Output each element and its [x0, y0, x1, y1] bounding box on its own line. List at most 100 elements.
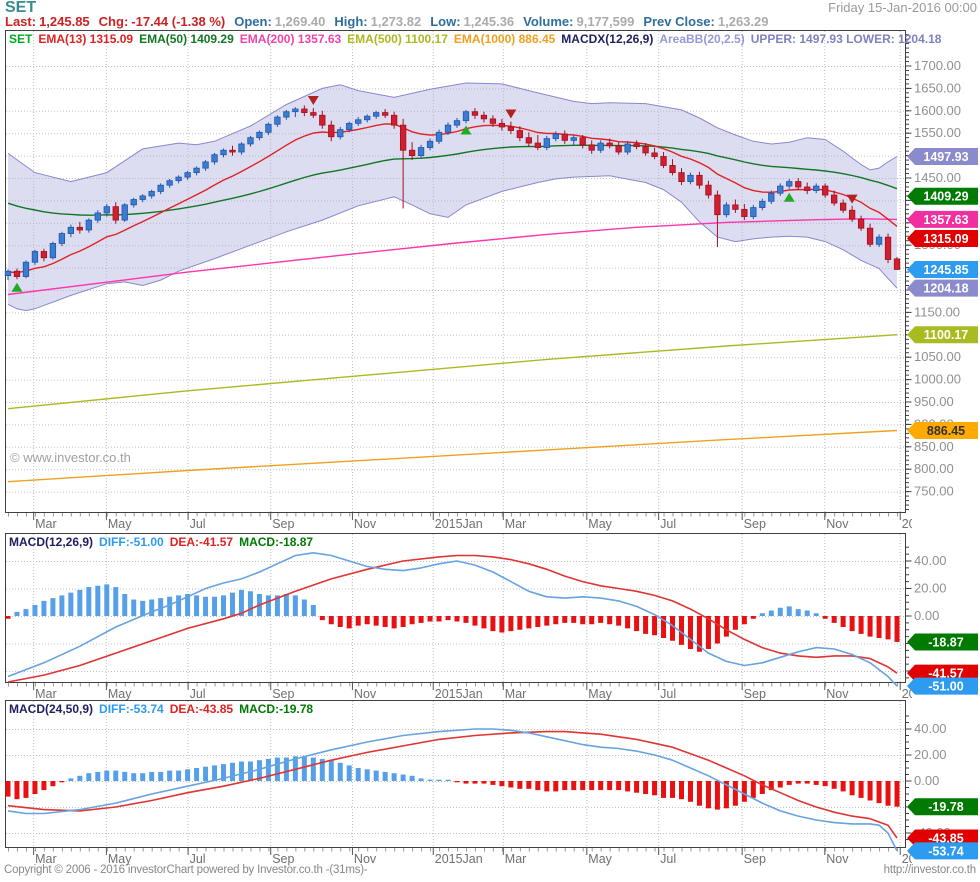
- x-axis-label: 2015Jan: [435, 852, 483, 866]
- stat-label: Last:: [5, 14, 37, 29]
- axis-tick-label: 1550.00: [914, 125, 961, 140]
- price-badge: [907, 148, 978, 166]
- macd-hist-bar: [50, 781, 56, 787]
- price-badge-label: 886.45: [927, 424, 965, 438]
- ema1000-line: [7, 429, 898, 483]
- macd-hist-bar: [831, 616, 837, 623]
- x-axis-label: May: [588, 687, 612, 701]
- macd-hist-bar: [5, 781, 11, 797]
- macd-hist-bar: [786, 781, 792, 785]
- macd-hist-bar: [508, 781, 514, 788]
- macd-hist-bar: [391, 773, 397, 781]
- macd-hist-bar: [23, 781, 29, 798]
- macd-hist-bar: [580, 781, 586, 791]
- macd-hist-bar: [364, 616, 370, 625]
- macd-hist-bar: [526, 781, 532, 789]
- macd-hist-bar: [499, 616, 505, 633]
- x-axis-label: 2016: [902, 687, 912, 701]
- candle-body: [85, 219, 92, 231]
- legend-item: DIFF:-53.74: [99, 702, 164, 716]
- macd-hist-bar: [849, 781, 855, 796]
- x-axis-label: Sep: [744, 687, 766, 701]
- bollinger-upper-line: [7, 82, 898, 183]
- macd-hist-bar: [176, 770, 182, 781]
- x-axis-label: Mar: [35, 852, 57, 866]
- axis-tick-label: 1450.00: [914, 170, 961, 185]
- candle-body: [507, 126, 515, 131]
- price-badge: [907, 229, 978, 247]
- macd-hist-bar: [463, 616, 469, 623]
- candle-body: [346, 122, 353, 131]
- macd-hist-bar: [840, 781, 846, 792]
- macd-hist-bar: [176, 595, 182, 616]
- candle-body: [94, 212, 101, 221]
- macd-hist-bar: [158, 771, 164, 781]
- macd-hist-bar: [858, 781, 864, 798]
- price-badge-label: 1357.63: [923, 213, 968, 227]
- candle-body: [786, 181, 793, 187]
- x-axis-label: Mar: [35, 517, 57, 531]
- macd-hist-bar: [544, 781, 550, 792]
- candle-body: [723, 204, 730, 216]
- macd-hist-bar: [167, 770, 173, 781]
- candle-body: [839, 202, 847, 211]
- candle-body: [453, 120, 461, 126]
- macd-hist-bar: [14, 781, 20, 800]
- candle-body: [31, 251, 39, 263]
- macd-hist-bar: [23, 609, 29, 616]
- candle-body: [804, 186, 811, 191]
- macd-hist-bar: [741, 616, 747, 625]
- macd-hist-bar: [750, 616, 756, 619]
- macd-hist-bar: [562, 781, 568, 791]
- macd-hist-bar: [418, 778, 424, 781]
- x-axis-label: Jul: [660, 687, 676, 701]
- candle-body: [364, 115, 371, 121]
- candle-body: [283, 111, 290, 118]
- axis-tick-label: 750.00: [914, 484, 954, 499]
- candle-body: [399, 124, 407, 151]
- macd-hist-bar: [607, 616, 613, 625]
- macd-hist-bar: [625, 616, 631, 629]
- candle-body: [516, 130, 524, 139]
- legend-item: UPPER: 1497.93 LOWER: 1204.18: [750, 32, 942, 46]
- macd-hist-bar: [185, 594, 191, 616]
- macd-hist-bar: [553, 616, 559, 625]
- macd-hist-bar: [768, 781, 774, 791]
- macd-hist-bar: [580, 616, 586, 625]
- macd-hist-bar: [670, 616, 676, 641]
- candle-body: [660, 156, 667, 166]
- candle-body: [741, 208, 748, 217]
- macd-hist-bar: [230, 762, 235, 781]
- legend-item: MACD:-18.87: [239, 535, 314, 549]
- macd-hist-bar: [391, 616, 397, 629]
- price-badge-label: 1497.93: [923, 150, 968, 164]
- macd-hist-bar: [140, 600, 146, 616]
- candle-body: [732, 204, 739, 210]
- candle-body: [4, 270, 12, 277]
- macd-hist-bar: [95, 585, 101, 616]
- candle-body: [67, 226, 75, 234]
- candle-body: [857, 218, 865, 229]
- macd-hist-bar: [786, 606, 792, 616]
- candle-body: [687, 174, 694, 182]
- stat-label: High:: [334, 14, 368, 29]
- candle-body: [705, 184, 712, 196]
- macd-hist-bar: [777, 607, 783, 616]
- candle-body: [184, 172, 191, 178]
- price-badge: [907, 664, 978, 682]
- price-badge-label: 1245.85: [923, 263, 968, 277]
- price-badge: [907, 279, 978, 297]
- macd-hist-bar: [813, 781, 819, 785]
- legend-item: EMA(200) 1357.63: [239, 32, 342, 46]
- candle-body: [848, 209, 856, 220]
- macd-hist-bar: [553, 781, 559, 792]
- candle-body: [13, 270, 21, 277]
- candle-body: [552, 133, 559, 139]
- candle-body: [247, 137, 254, 145]
- x-axis-label: Jul: [660, 517, 676, 531]
- candle-body: [220, 149, 227, 156]
- candle-body: [337, 129, 344, 138]
- macd-hist-bar: [696, 616, 702, 652]
- macd-hist-bar: [221, 764, 227, 781]
